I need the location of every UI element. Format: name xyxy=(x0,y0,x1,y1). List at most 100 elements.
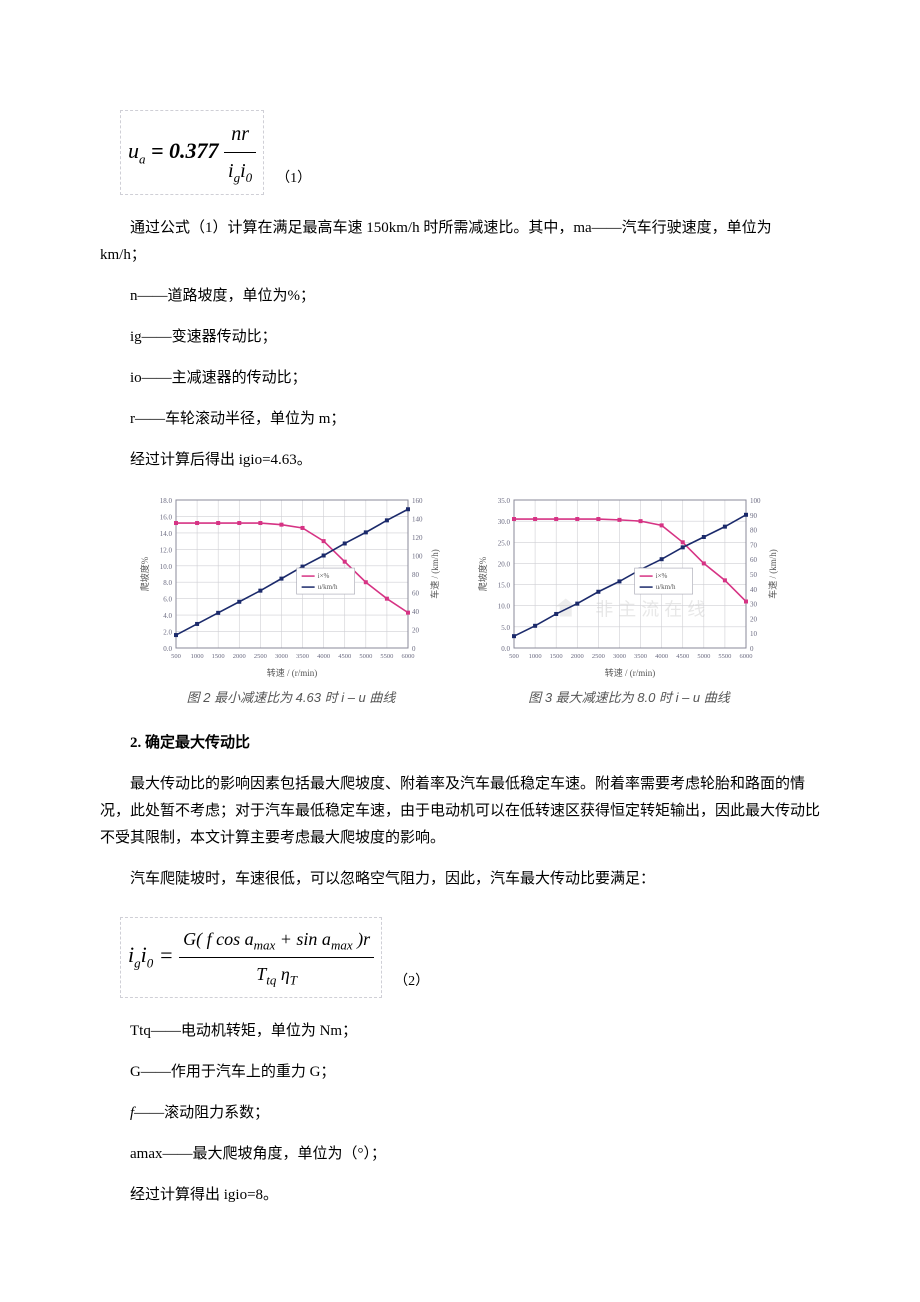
svg-text:3500: 3500 xyxy=(296,653,309,660)
chart-2-caption: 图 2 最小减速比为 4.63 时 i – u 曲线 xyxy=(136,686,446,709)
svg-text:非 主 流 在 线: 非 主 流 在 线 xyxy=(595,600,705,620)
svg-text:5000: 5000 xyxy=(697,653,710,660)
eq1-numerator: nr xyxy=(224,116,256,153)
def-amax: amax——最大爬坡角度，单位为（°）； xyxy=(130,1141,820,1168)
svg-text:0.0: 0.0 xyxy=(501,645,510,653)
svg-text:90: 90 xyxy=(750,512,758,520)
svg-text:30: 30 xyxy=(750,601,758,609)
svg-text:40: 40 xyxy=(412,608,420,616)
svg-text:5500: 5500 xyxy=(718,653,731,660)
eq2-equals: = xyxy=(159,942,179,967)
def-G: G——作用于汽车上的重力 G； xyxy=(130,1059,820,1086)
svg-text:爬坡度%: 爬坡度% xyxy=(139,557,150,592)
svg-text:25.0: 25.0 xyxy=(498,540,511,548)
svg-text:50: 50 xyxy=(750,571,758,579)
chart-2: 0.02.04.06.08.010.012.014.016.018.002040… xyxy=(136,492,446,682)
svg-text:i×%: i×% xyxy=(318,572,330,580)
eq1-denominator: igi0 xyxy=(224,153,256,189)
svg-text:u/km/h: u/km/h xyxy=(318,583,338,591)
svg-text:70: 70 xyxy=(750,542,758,550)
charts-row: 0.02.04.06.08.010.012.014.016.018.002040… xyxy=(100,492,820,709)
svg-text:2000: 2000 xyxy=(571,653,584,660)
svg-text:2500: 2500 xyxy=(592,653,605,660)
svg-text:4500: 4500 xyxy=(676,653,689,660)
equation-1: ua = 0.377 nr igi0 （1） xyxy=(100,100,820,201)
svg-text:5.0: 5.0 xyxy=(501,624,510,632)
svg-text:35.0: 35.0 xyxy=(498,497,511,505)
svg-text:1500: 1500 xyxy=(550,653,563,660)
eq1-number: （1） xyxy=(270,166,311,195)
def-ig: ig——变速器传动比； xyxy=(130,324,820,351)
svg-text:100: 100 xyxy=(750,497,761,505)
svg-text:爬坡度%: 爬坡度% xyxy=(477,557,488,592)
svg-text:1000: 1000 xyxy=(191,653,204,660)
def-f: f——滚动阻力系数； xyxy=(130,1100,820,1127)
paragraph-2b: 汽车爬陡坡时，车速很低，可以忽略空气阻力，因此，汽车最大传动比要满足： xyxy=(100,866,820,893)
svg-text:160: 160 xyxy=(412,497,423,505)
def-ttq: Ttq——电动机转矩，单位为 Nm； xyxy=(130,1018,820,1045)
def-r: r——车轮滚动半径，单位为 m； xyxy=(130,406,820,433)
eq1-equals: = 0.377 xyxy=(151,138,224,163)
svg-text:20: 20 xyxy=(412,627,420,635)
chart-3: 0.0 5.0 10.0 15.0 20.0 25.0 30.0 35.0 0 10 20 30 40 5… xyxy=(474,492,784,682)
svg-text:20: 20 xyxy=(750,616,758,624)
svg-text:4.0: 4.0 xyxy=(163,613,172,621)
equation-2: igi0 = G( f cos amax + sin amax )r Ttq η… xyxy=(100,907,820,1004)
svg-text:2000: 2000 xyxy=(233,653,246,660)
svg-text:0: 0 xyxy=(750,645,754,653)
svg-text:2.0: 2.0 xyxy=(163,629,172,637)
svg-text:u/km/h: u/km/h xyxy=(656,583,676,591)
svg-text:6000: 6000 xyxy=(402,653,415,660)
svg-text:10.0: 10.0 xyxy=(160,563,173,571)
svg-text:i×%: i×% xyxy=(656,572,668,580)
svg-text:5000: 5000 xyxy=(359,653,372,660)
svg-text:4000: 4000 xyxy=(655,653,668,660)
result-1: 经过计算后得出 igio=4.63。 xyxy=(130,447,820,474)
svg-text:3000: 3000 xyxy=(275,653,288,660)
result-2: 经过计算得出 igio=8。 xyxy=(130,1182,820,1209)
svg-text:500: 500 xyxy=(171,653,181,660)
svg-text:12.0: 12.0 xyxy=(160,547,173,555)
svg-text:500: 500 xyxy=(509,653,519,660)
svg-text:0: 0 xyxy=(412,645,416,653)
eq2-denominator: Ttq ηT xyxy=(179,958,374,992)
eq2-numerator: G( f cos amax + sin amax )r xyxy=(179,923,374,958)
svg-text:3500: 3500 xyxy=(634,653,647,660)
svg-text:30.0: 30.0 xyxy=(498,519,511,527)
svg-text:3000: 3000 xyxy=(613,653,626,660)
section-2-title: 2. 确定最大传动比 xyxy=(100,730,820,757)
svg-text:4500: 4500 xyxy=(338,653,351,660)
svg-text:15.0: 15.0 xyxy=(498,582,511,590)
svg-text:40: 40 xyxy=(750,586,758,594)
svg-text:10: 10 xyxy=(750,631,758,639)
svg-text:80: 80 xyxy=(750,527,758,535)
eq2-left: igi0 xyxy=(128,942,153,967)
paragraph-2a: 最大传动比的影响因素包括最大爬坡度、附着率及汽车最低稳定车速。附着率需要考虑轮胎… xyxy=(100,771,820,852)
svg-text:1500: 1500 xyxy=(212,653,225,660)
svg-text:0.0: 0.0 xyxy=(163,645,172,653)
svg-text:10.0: 10.0 xyxy=(498,603,511,611)
chart-2-block: 0.02.04.06.08.010.012.014.016.018.002040… xyxy=(136,492,446,709)
svg-text:8.0: 8.0 xyxy=(163,580,172,588)
svg-text:20.0: 20.0 xyxy=(498,561,511,569)
eq1-sub: a xyxy=(139,151,146,166)
svg-text:车速 / (km/h): 车速 / (km/h) xyxy=(429,550,440,600)
svg-text:转速 / (r/min): 转速 / (r/min) xyxy=(267,667,318,678)
svg-text:2500: 2500 xyxy=(254,653,267,660)
def-io: io——主减速器的传动比； xyxy=(130,365,820,392)
svg-text:1000: 1000 xyxy=(529,653,542,660)
svg-text:100: 100 xyxy=(412,553,423,561)
svg-text:80: 80 xyxy=(412,571,420,579)
svg-text:16.0: 16.0 xyxy=(160,514,173,522)
def-n: n——道路坡度，单位为%； xyxy=(130,283,820,310)
svg-text:18.0: 18.0 xyxy=(160,497,173,505)
svg-text:4000: 4000 xyxy=(317,653,330,660)
svg-text:6.0: 6.0 xyxy=(163,596,172,604)
paragraph-1: 通过公式（1）计算在满足最高车速 150km/h 时所需减速比。其中，ma——汽… xyxy=(100,215,820,269)
eq2-number: （2） xyxy=(388,969,429,998)
svg-text:140: 140 xyxy=(412,516,423,524)
svg-text:6000: 6000 xyxy=(740,653,753,660)
chart-3-block: 0.0 5.0 10.0 15.0 20.0 25.0 30.0 35.0 0 10 20 30 40 5… xyxy=(474,492,784,709)
chart-3-caption: 图 3 最大减速比为 8.0 时 i – u 曲线 xyxy=(474,686,784,709)
svg-text:60: 60 xyxy=(750,557,758,565)
